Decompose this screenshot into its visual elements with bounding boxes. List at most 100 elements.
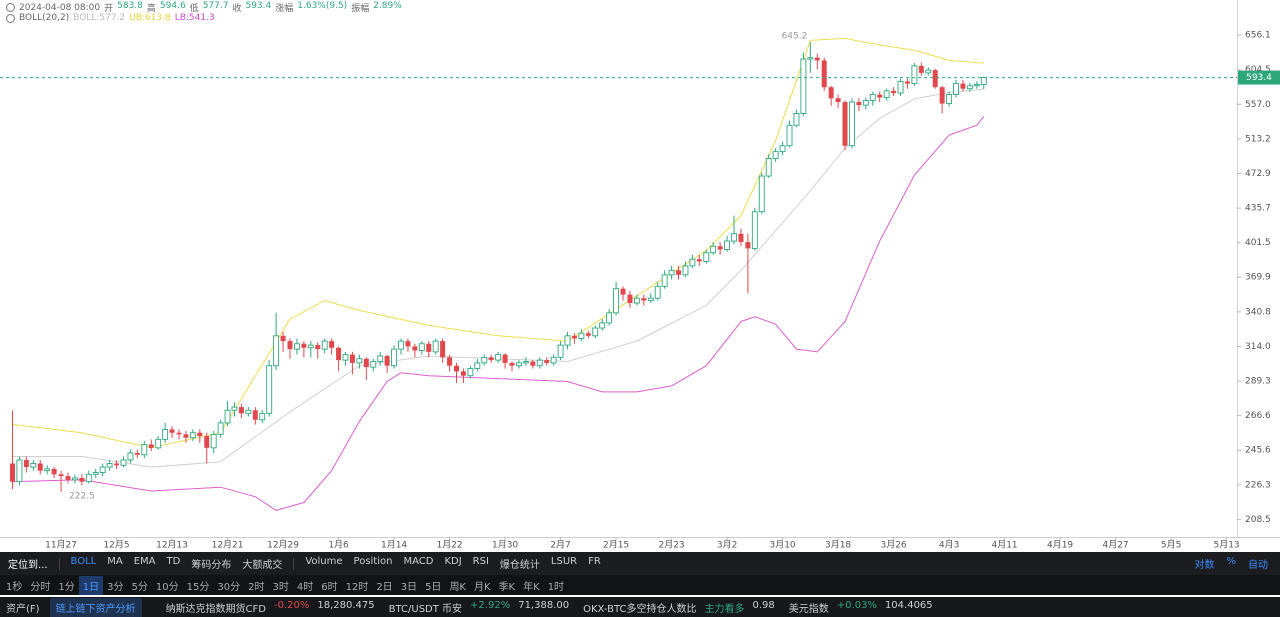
candle-body: [321, 340, 328, 350]
candle-body: [106, 463, 113, 468]
period-button[interactable]: 10分: [155, 581, 179, 593]
stat-value: 577.7: [202, 1, 229, 11]
candle-body: [155, 438, 162, 449]
period-button[interactable]: 3分: [107, 581, 124, 593]
period-button[interactable]: 15分: [186, 581, 210, 593]
x-tick-label: 4月3: [939, 540, 959, 551]
period-button[interactable]: 年K: [523, 581, 540, 593]
scale-button[interactable]: 对数: [1194, 560, 1215, 571]
candle-body: [474, 362, 481, 369]
candle-body: [9, 463, 15, 482]
x-tick-label: 1月30: [492, 540, 518, 551]
candle-body: [356, 358, 363, 364]
candle-body: [447, 357, 453, 366]
period-button[interactable]: 月K: [474, 581, 491, 593]
period-button[interactable]: 12时: [345, 581, 369, 593]
analysis-button[interactable]: 链上链下资产分析: [49, 597, 142, 617]
scale-button[interactable]: 自动: [1248, 560, 1268, 571]
period-button[interactable]: 1时: [547, 581, 565, 593]
locate-button[interactable]: 定位到...: [8, 560, 48, 571]
indicator-button[interactable]: EMA: [133, 556, 156, 567]
period-button[interactable]: 1秒: [6, 581, 23, 593]
period-button[interactable]: 3日: [400, 581, 418, 593]
x-tick-label: 4月19: [1047, 540, 1073, 551]
period-button[interactable]: 1分: [58, 581, 75, 593]
candle-body: [30, 463, 37, 468]
indicator-button[interactable]: MA: [107, 556, 123, 567]
x-tick-label: 1月14: [381, 540, 407, 551]
assets-button[interactable]: 资产(F): [6, 603, 40, 615]
period-button[interactable]: 5分: [131, 581, 148, 593]
period-button[interactable]: 4时: [296, 581, 314, 593]
candle-body: [731, 233, 737, 242]
candle-body: [654, 285, 661, 299]
candle-body: [856, 102, 862, 106]
sub-indicator-button[interactable]: Position: [353, 556, 393, 567]
stat-label: 高: [146, 4, 156, 14]
boll-line: [12, 116, 985, 511]
scale-button[interactable]: %: [1226, 556, 1236, 567]
ticker-change: -0.20%: [274, 599, 310, 611]
indicator-button[interactable]: BOLL: [70, 556, 97, 567]
candle-body: [210, 433, 217, 449]
period-button[interactable]: 30分: [217, 581, 241, 593]
period-button[interactable]: 季K: [498, 581, 516, 593]
candle-body: [315, 345, 321, 350]
period-button[interactable]: 3时: [272, 581, 289, 593]
candle-body: [918, 65, 924, 73]
toggle-icon[interactable]: [6, 13, 15, 23]
y-tick-label: 513.2: [1245, 134, 1271, 144]
candle-body: [398, 340, 404, 350]
sub-indicator-button[interactable]: Volume: [305, 556, 343, 567]
toggle-icon[interactable]: [6, 3, 15, 12]
candle-body: [65, 476, 71, 480]
x-tick-label: 11月27: [45, 540, 77, 551]
last-price-tag: [1238, 70, 1280, 85]
candle-body: [287, 341, 293, 350]
candle-body: [835, 98, 841, 103]
period-button[interactable]: 2时: [248, 581, 265, 593]
candle-body: [786, 124, 793, 147]
x-tick-label: 3月2: [717, 540, 737, 551]
sub-indicator-button[interactable]: FR: [588, 556, 601, 567]
candle-body: [828, 87, 834, 99]
ticker[interactable]: BTC/USDT 币安 +2.92% 71,388.00: [389, 600, 569, 615]
indicator-value: BOLL:577.2: [73, 13, 126, 23]
candle-body: [883, 90, 890, 98]
candle-body: [391, 348, 398, 367]
period-button[interactable]: 分时: [30, 581, 51, 593]
indicator-button[interactable]: 大额成交: [242, 560, 283, 571]
candle-body: [71, 477, 78, 481]
candle-body: [509, 362, 515, 366]
candle-body: [266, 365, 273, 414]
ticker[interactable]: 纳斯达克指数期货CFD -0.20% 18,280.475: [166, 600, 375, 615]
indicator-button[interactable]: 筹码分布: [191, 560, 232, 571]
candle-body: [592, 327, 599, 337]
boll-line: [12, 88, 984, 468]
sub-indicator-button[interactable]: KDJ: [444, 556, 462, 567]
sub-indicator-button[interactable]: MACD: [403, 556, 434, 567]
candle-body: [814, 57, 820, 61]
period-button[interactable]: 1日: [78, 575, 104, 595]
candle-body: [772, 151, 779, 159]
candle-body: [911, 65, 918, 85]
indicator-name[interactable]: BOLL(20,2): [19, 13, 70, 23]
period-button[interactable]: 2日: [376, 581, 393, 593]
ticker-name: OKX-BTC多空持仓人数比: [583, 603, 697, 615]
period-button[interactable]: 周K: [449, 581, 466, 593]
y-tick-label: 226.3: [1245, 480, 1271, 490]
candle-body: [633, 297, 640, 304]
sub-indicator-button[interactable]: RSI: [472, 556, 489, 567]
sub-indicator-button[interactable]: LSUR: [550, 556, 578, 567]
period-button[interactable]: 5日: [425, 581, 442, 593]
candle-body: [293, 343, 300, 350]
ticker[interactable]: 美元指数 +0.03% 104.4065: [789, 600, 933, 615]
period-button[interactable]: 6时: [321, 581, 338, 593]
sub-indicator-button[interactable]: 爆仓统计: [499, 560, 540, 571]
candle-body: [779, 145, 786, 153]
indicator-button[interactable]: TD: [166, 556, 181, 567]
candle-body: [647, 297, 654, 302]
x-tick-label: 4月27: [1102, 540, 1128, 551]
ticker[interactable]: OKX-BTC多空持仓人数比 主力看多 0.98: [583, 600, 775, 615]
candle-body: [821, 60, 827, 88]
